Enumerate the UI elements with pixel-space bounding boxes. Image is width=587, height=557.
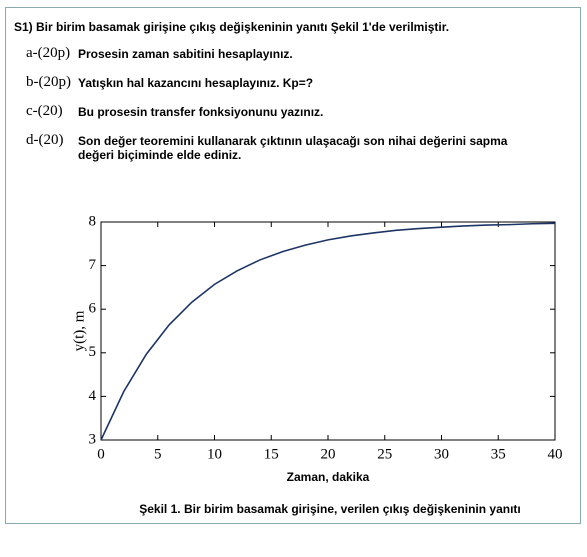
question-label: c-(20) xyxy=(26,103,63,119)
y-tick-label: 6 xyxy=(89,301,97,317)
y-tick-label: 7 xyxy=(89,257,97,273)
question-text: Prosesin zaman sabitini hesaplayınız. xyxy=(78,45,293,61)
y-tick-label: 3 xyxy=(89,431,97,447)
question-title: S1) Bir birim basamak girişine çıkış değ… xyxy=(14,20,450,34)
y-tick-label: 4 xyxy=(89,388,97,404)
x-tick-label: 10 xyxy=(207,446,222,462)
question-label: a-(20p) xyxy=(26,45,71,61)
y-tick-label: 8 xyxy=(89,213,97,229)
x-axis-label: Zaman, dakika xyxy=(287,470,370,484)
question-line: Son değer teoremini kullanarak çıktının … xyxy=(78,134,508,148)
question: b-(20p) Yatışkın hal kazancını hesaplayın… xyxy=(26,74,313,92)
question-line: Prosesin zaman sabitini hesaplayınız. xyxy=(78,47,293,61)
question-label: d-(20) xyxy=(26,132,64,148)
x-tick-label: 20 xyxy=(321,446,336,462)
x-tick-label: 40 xyxy=(548,446,563,462)
plot-frame xyxy=(100,221,556,441)
y-axis-label: y(t), m xyxy=(71,310,87,351)
question: c-(20) Bu prosesin transfer fonksiyonunu … xyxy=(26,103,323,121)
x-tick-label: 25 xyxy=(377,446,392,462)
question-text: Son değer teoremini kullanarak çıktının … xyxy=(78,132,507,162)
question-line: değeri biçiminde elde ediniz. xyxy=(78,148,242,162)
x-tick-label: 35 xyxy=(491,446,506,462)
question: d-(20) Son değer teoremini kullanarak çık… xyxy=(26,132,507,162)
question-text: Bu prosesin transfer fonksiyonunu yazını… xyxy=(78,103,323,119)
x-tick-label: 0 xyxy=(97,446,105,462)
question-text: Yatışkın hal kazancını hesaplayınız. Kp=… xyxy=(78,74,313,90)
question: a-(20p) Prosesin zaman sabitini hesaplayı… xyxy=(26,45,293,63)
x-tick-label: 5 xyxy=(154,446,162,462)
y-tick-label: 5 xyxy=(89,344,97,360)
question-label: b-(20p) xyxy=(26,74,71,90)
question-line: Yatışkın hal kazancını hesaplayınız. Kp=… xyxy=(78,76,314,90)
question-line: Bu prosesin transfer fonksiyonunu yazını… xyxy=(78,105,324,119)
data-line xyxy=(100,222,556,441)
x-tick-label: 15 xyxy=(264,446,279,462)
figure-caption: Şekil 1. Bir birim basamak girişine, ver… xyxy=(139,502,521,516)
x-tick-label: 30 xyxy=(434,446,449,462)
frame xyxy=(5,7,581,524)
